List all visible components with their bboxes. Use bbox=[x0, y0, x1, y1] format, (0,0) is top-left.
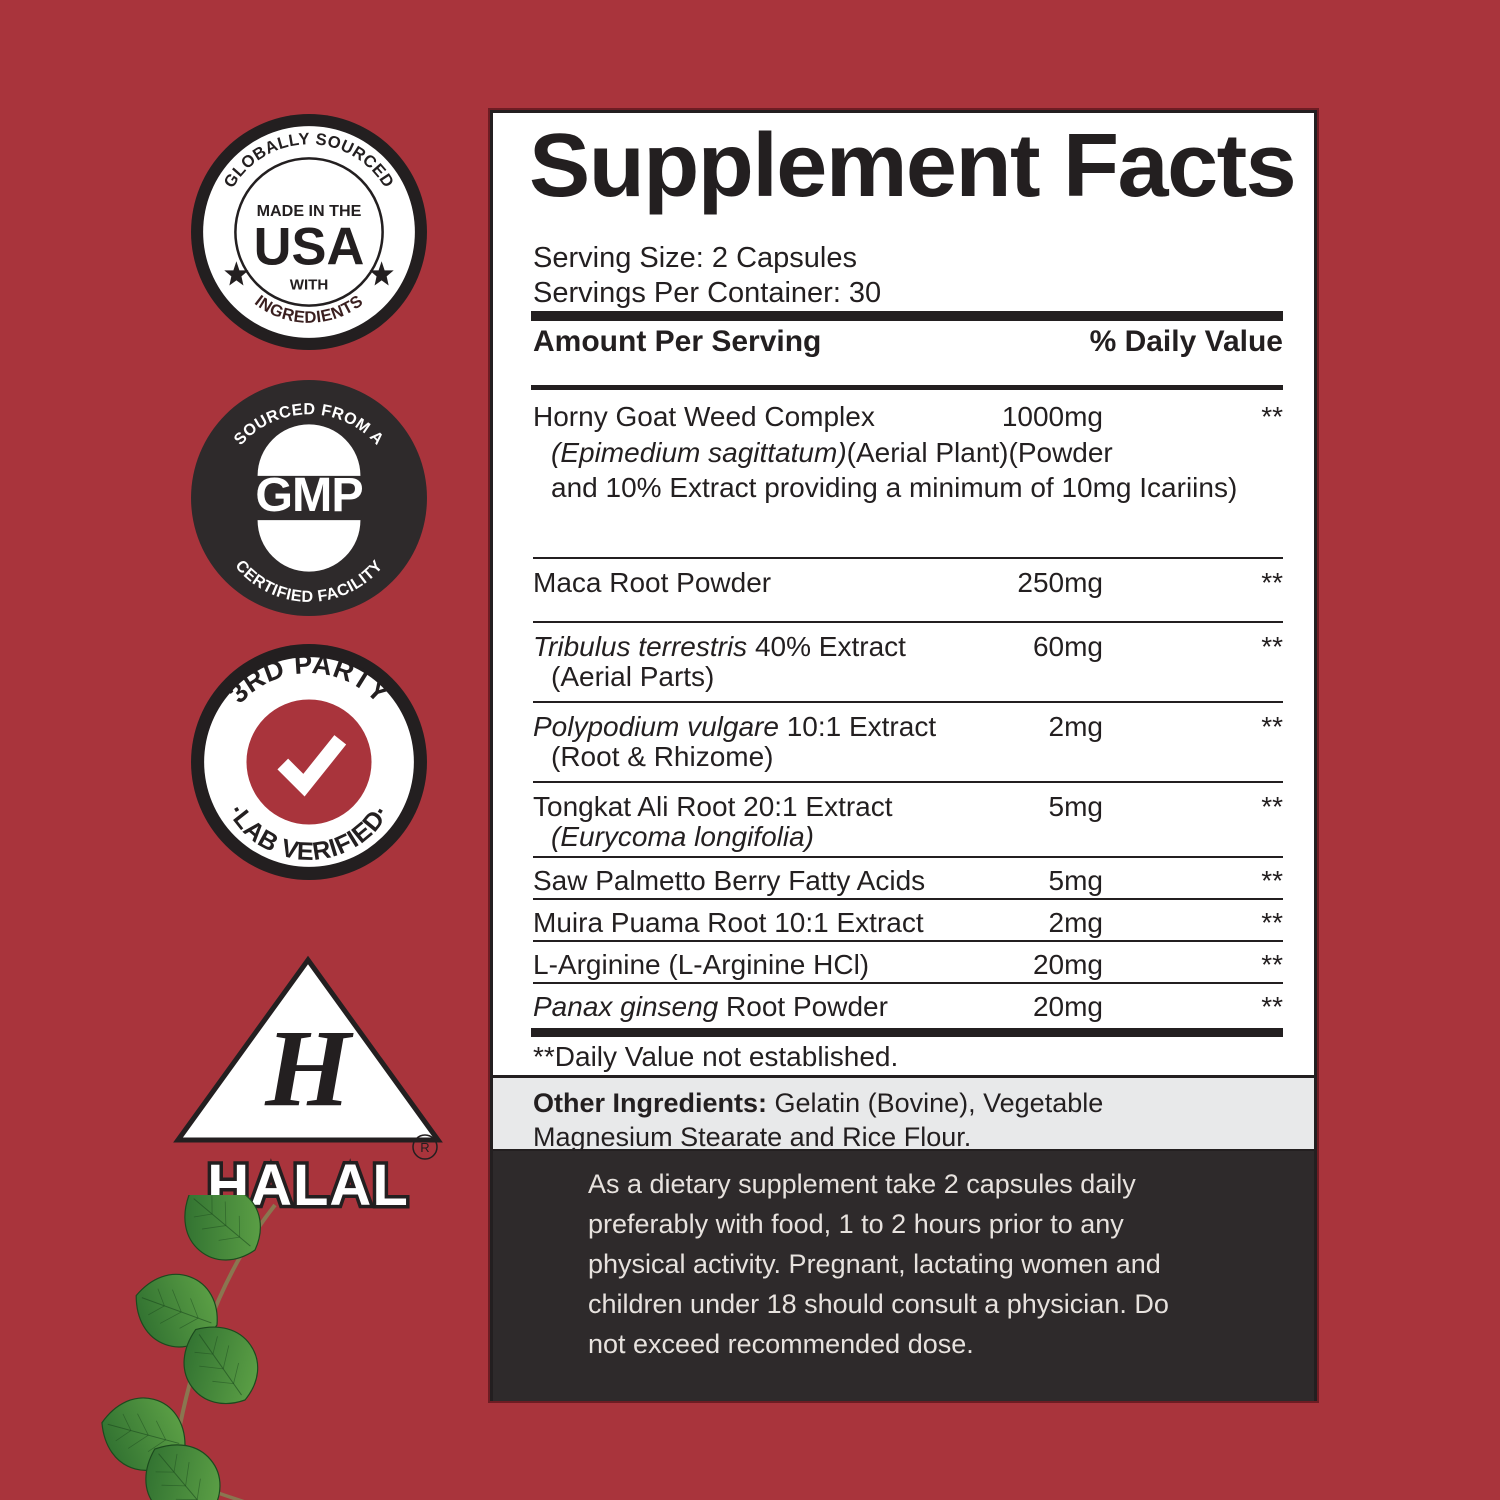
svg-text:USA: USA bbox=[254, 218, 365, 276]
svg-text:MADE IN THE: MADE IN THE bbox=[257, 202, 362, 220]
svg-text:WITH: WITH bbox=[290, 276, 329, 293]
svg-text:GMP: GMP bbox=[255, 468, 362, 522]
svg-text:H: H bbox=[264, 1007, 354, 1129]
svg-text:R: R bbox=[420, 1140, 429, 1155]
